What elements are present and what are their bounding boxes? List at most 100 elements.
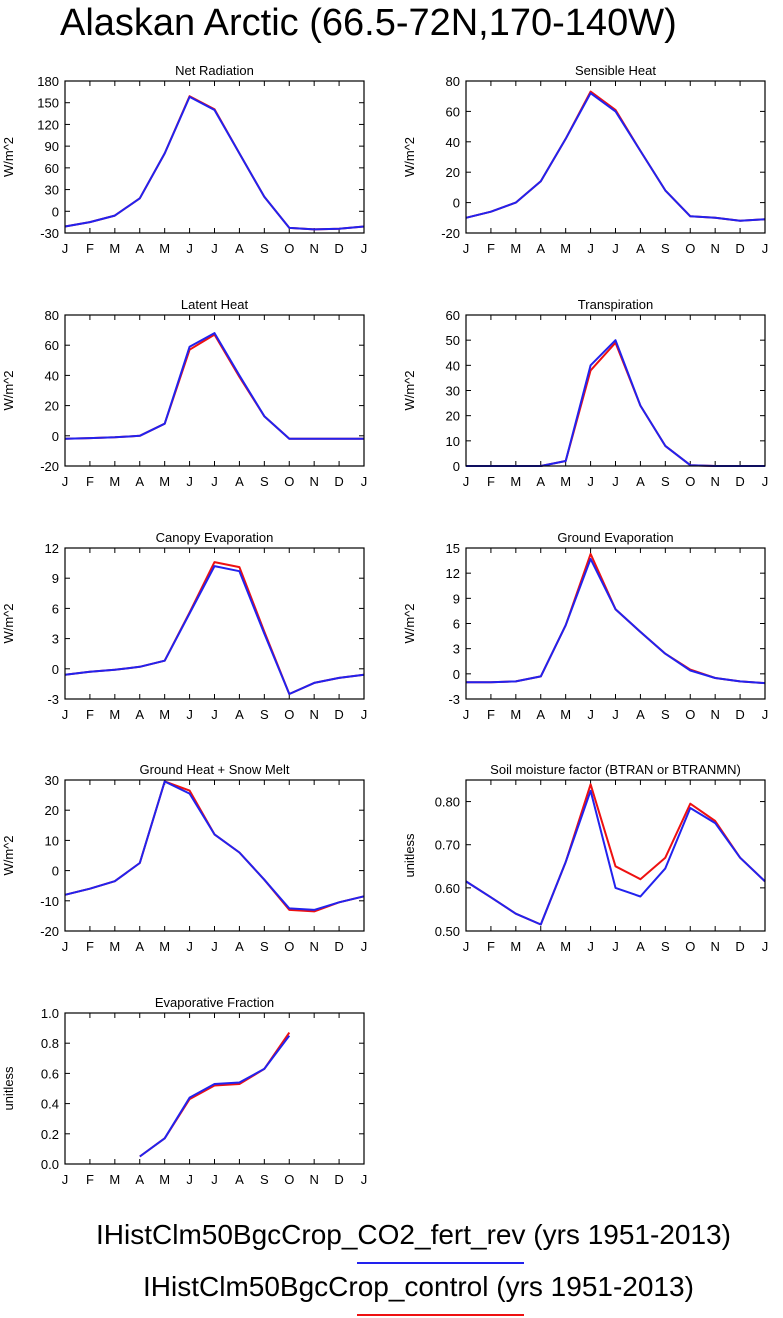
chart-panel: Soil moisture factor (BTRAN or BTRANMN) u… bbox=[402, 762, 768, 954]
x-tick-label: M bbox=[510, 474, 521, 489]
x-tick-label: J bbox=[186, 939, 193, 954]
y-tick-label: 90 bbox=[45, 139, 59, 154]
x-tick-label: J bbox=[211, 241, 218, 256]
x-tick-label: J bbox=[361, 1172, 368, 1187]
x-tick-label: O bbox=[284, 241, 294, 256]
y-axis-label: unitless bbox=[1, 1066, 16, 1111]
x-tick-label: F bbox=[487, 241, 495, 256]
y-tick-label: 80 bbox=[446, 74, 460, 89]
x-tick-label: J bbox=[587, 474, 594, 489]
y-tick-label: 6 bbox=[52, 601, 59, 616]
y-tick-label: -20 bbox=[441, 226, 460, 241]
x-tick-label: J bbox=[463, 474, 470, 489]
series-line-control bbox=[64, 780, 365, 913]
x-tick-label: M bbox=[560, 939, 571, 954]
y-tick-label: 0 bbox=[453, 667, 460, 682]
y-tick-label: 30 bbox=[45, 773, 59, 788]
x-tick-label: J bbox=[211, 939, 218, 954]
x-tick-label: A bbox=[135, 707, 144, 722]
x-tick-label: M bbox=[560, 474, 571, 489]
y-tick-label: 15 bbox=[446, 541, 460, 556]
x-tick-label: O bbox=[685, 707, 695, 722]
y-tick-label: 40 bbox=[45, 368, 59, 383]
x-tick-label: J bbox=[186, 707, 193, 722]
x-tick-label: J bbox=[762, 939, 769, 954]
series-line-fert-rev bbox=[139, 1035, 291, 1158]
plot-frame bbox=[64, 1012, 365, 1165]
y-tick-label: -30 bbox=[40, 226, 59, 241]
x-tick-label: S bbox=[260, 1172, 269, 1187]
x-tick-label: J bbox=[463, 939, 470, 954]
x-tick-label: D bbox=[334, 241, 343, 256]
y-tick-label: -20 bbox=[40, 459, 59, 474]
x-tick-label: D bbox=[334, 474, 343, 489]
series-line-fert-rev bbox=[466, 339, 765, 467]
x-tick-label: S bbox=[661, 939, 670, 954]
series-line-fert-rev bbox=[64, 95, 365, 231]
x-tick-label: M bbox=[109, 1172, 120, 1187]
series-line-control bbox=[465, 783, 766, 926]
y-tick-label: 0 bbox=[453, 196, 460, 211]
x-tick-label: N bbox=[309, 241, 318, 256]
x-tick-label: A bbox=[636, 939, 645, 954]
x-tick-label: J bbox=[62, 939, 69, 954]
y-tick-label: 0.4 bbox=[41, 1097, 59, 1112]
x-tick-label: N bbox=[309, 1172, 318, 1187]
y-axis-label: W/m^2 bbox=[1, 603, 16, 643]
x-tick-label: J bbox=[612, 939, 619, 954]
x-tick-label: M bbox=[510, 241, 521, 256]
plot-frame bbox=[465, 80, 766, 234]
legend-swatch-red bbox=[357, 1314, 524, 1316]
x-tick-label: D bbox=[334, 1172, 343, 1187]
x-tick-label: M bbox=[109, 707, 120, 722]
plot-frame bbox=[465, 547, 766, 700]
x-tick-label: J bbox=[463, 707, 470, 722]
y-tick-label: 180 bbox=[37, 74, 59, 89]
x-tick-label: A bbox=[135, 474, 144, 489]
y-axis-label: unitless bbox=[402, 833, 417, 878]
x-tick-label: J bbox=[62, 474, 69, 489]
x-tick-label: M bbox=[109, 939, 120, 954]
x-tick-label: S bbox=[260, 474, 269, 489]
x-tick-label: S bbox=[260, 939, 269, 954]
plot-frame bbox=[64, 547, 365, 700]
x-tick-label: J bbox=[361, 241, 368, 256]
x-tick-label: S bbox=[661, 474, 670, 489]
y-tick-label: 40 bbox=[446, 135, 460, 150]
y-tick-label: 0.0 bbox=[41, 1157, 59, 1172]
x-tick-label: M bbox=[109, 241, 120, 256]
x-tick-label: A bbox=[536, 707, 545, 722]
x-tick-label: J bbox=[587, 939, 594, 954]
x-tick-label: J bbox=[612, 707, 619, 722]
chart-title: Ground Heat + Snow Melt bbox=[140, 762, 290, 777]
x-tick-label: A bbox=[636, 241, 645, 256]
y-tick-label: 60 bbox=[45, 338, 59, 353]
plot-frame bbox=[64, 779, 365, 932]
x-tick-label: J bbox=[463, 241, 470, 256]
series-line-fert-rev bbox=[64, 780, 365, 911]
legend-entry-fert-rev: IHistClm50BgcCrop_CO2_fert_rev (yrs 1951… bbox=[96, 1219, 731, 1250]
x-tick-label: J bbox=[186, 474, 193, 489]
x-tick-label: M bbox=[109, 474, 120, 489]
x-tick-label: M bbox=[560, 707, 571, 722]
y-tick-label: 50 bbox=[446, 333, 460, 348]
y-tick-label: 60 bbox=[446, 104, 460, 119]
x-tick-label: M bbox=[159, 1172, 170, 1187]
x-tick-label: A bbox=[536, 939, 545, 954]
plot-frame bbox=[465, 779, 766, 932]
y-tick-label: 20 bbox=[45, 803, 59, 818]
y-tick-label: 0 bbox=[52, 864, 59, 879]
x-tick-label: M bbox=[510, 939, 521, 954]
series-line-control bbox=[139, 1032, 291, 1158]
y-axis-label: W/m^2 bbox=[402, 370, 417, 410]
x-tick-label: F bbox=[487, 939, 495, 954]
y-tick-label: -10 bbox=[40, 894, 59, 909]
x-tick-label: A bbox=[235, 939, 244, 954]
chart-title: Evaporative Fraction bbox=[155, 995, 274, 1010]
x-tick-label: A bbox=[135, 241, 144, 256]
y-tick-label: 0.50 bbox=[435, 924, 460, 939]
x-tick-label: M bbox=[159, 707, 170, 722]
x-tick-label: J bbox=[186, 241, 193, 256]
